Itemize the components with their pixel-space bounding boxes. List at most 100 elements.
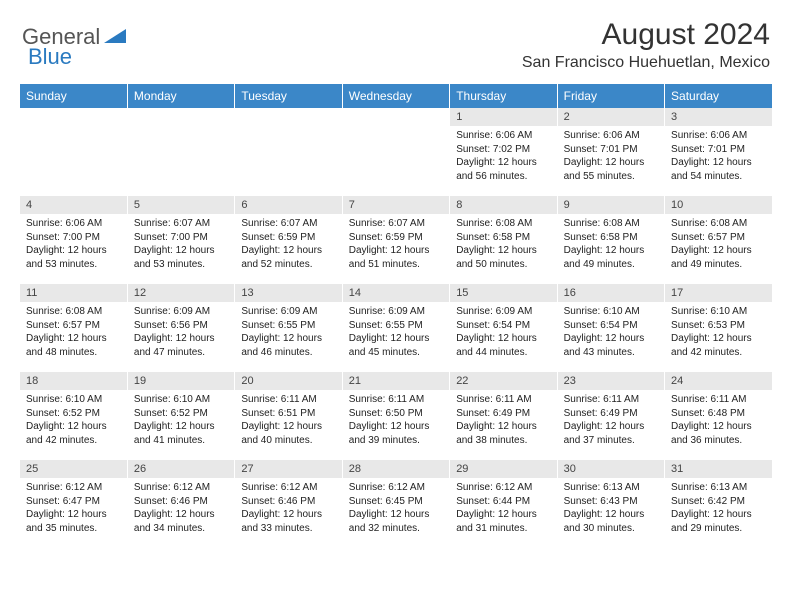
calendar-cell: .. <box>127 108 234 196</box>
day-info: Sunrise: 6:09 AMSunset: 6:56 PMDaylight:… <box>128 302 234 363</box>
daylight-text: Daylight: 12 hours and 52 minutes. <box>241 244 335 271</box>
sunrise-text: Sunrise: 6:08 AM <box>456 217 550 231</box>
sunset-text: Sunset: 7:02 PM <box>456 143 550 157</box>
day-info: Sunrise: 6:12 AMSunset: 6:47 PMDaylight:… <box>20 478 127 539</box>
day-number: 3 <box>665 108 772 126</box>
calendar-cell: 23Sunrise: 6:11 AMSunset: 6:49 PMDayligh… <box>557 372 664 460</box>
daylight-text: Daylight: 12 hours and 54 minutes. <box>671 156 766 183</box>
daylight-text: Daylight: 12 hours and 44 minutes. <box>456 332 550 359</box>
daylight-text: Daylight: 12 hours and 34 minutes. <box>134 508 228 535</box>
calendar-cell: 13Sunrise: 6:09 AMSunset: 6:55 PMDayligh… <box>235 284 342 372</box>
sunrise-text: Sunrise: 6:06 AM <box>671 129 766 143</box>
calendar-cell: 17Sunrise: 6:10 AMSunset: 6:53 PMDayligh… <box>665 284 772 372</box>
sunset-text: Sunset: 6:49 PM <box>564 407 658 421</box>
daylight-text: Daylight: 12 hours and 36 minutes. <box>671 420 766 447</box>
daylight-text: Daylight: 12 hours and 29 minutes. <box>671 508 766 535</box>
calendar-cell: 2Sunrise: 6:06 AMSunset: 7:01 PMDaylight… <box>557 108 664 196</box>
calendar-week: 18Sunrise: 6:10 AMSunset: 6:52 PMDayligh… <box>20 372 772 460</box>
day-number: 17 <box>665 284 772 302</box>
day-number: 26 <box>128 460 234 478</box>
sunrise-text: Sunrise: 6:10 AM <box>26 393 121 407</box>
day-info: Sunrise: 6:06 AMSunset: 7:01 PMDaylight:… <box>558 126 664 187</box>
daylight-text: Daylight: 12 hours and 55 minutes. <box>564 156 658 183</box>
sunset-text: Sunset: 6:44 PM <box>456 495 550 509</box>
calendar-cell: 4Sunrise: 6:06 AMSunset: 7:00 PMDaylight… <box>20 196 127 284</box>
calendar-cell: 9Sunrise: 6:08 AMSunset: 6:58 PMDaylight… <box>557 196 664 284</box>
day-info: Sunrise: 6:08 AMSunset: 6:58 PMDaylight:… <box>450 214 556 275</box>
calendar-week: 25Sunrise: 6:12 AMSunset: 6:47 PMDayligh… <box>20 460 772 548</box>
sunset-text: Sunset: 6:52 PM <box>134 407 228 421</box>
sunrise-text: Sunrise: 6:08 AM <box>564 217 658 231</box>
daylight-text: Daylight: 12 hours and 39 minutes. <box>349 420 443 447</box>
day-info: Sunrise: 6:07 AMSunset: 7:00 PMDaylight:… <box>128 214 234 275</box>
day-info: Sunrise: 6:13 AMSunset: 6:43 PMDaylight:… <box>558 478 664 539</box>
daylight-text: Daylight: 12 hours and 37 minutes. <box>564 420 658 447</box>
sunset-text: Sunset: 6:55 PM <box>349 319 443 333</box>
day-number: 11 <box>20 284 127 302</box>
calendar-cell: 27Sunrise: 6:12 AMSunset: 6:46 PMDayligh… <box>235 460 342 548</box>
sunset-text: Sunset: 6:47 PM <box>26 495 121 509</box>
day-number: 29 <box>450 460 556 478</box>
day-info: Sunrise: 6:11 AMSunset: 6:49 PMDaylight:… <box>558 390 664 451</box>
day-info: Sunrise: 6:13 AMSunset: 6:42 PMDaylight:… <box>665 478 772 539</box>
daylight-text: Daylight: 12 hours and 48 minutes. <box>26 332 121 359</box>
calendar-cell: 14Sunrise: 6:09 AMSunset: 6:55 PMDayligh… <box>342 284 449 372</box>
day-number: 25 <box>20 460 127 478</box>
daylight-text: Daylight: 12 hours and 31 minutes. <box>456 508 550 535</box>
daylight-text: Daylight: 12 hours and 41 minutes. <box>134 420 228 447</box>
sunrise-text: Sunrise: 6:07 AM <box>349 217 443 231</box>
calendar-cell: 21Sunrise: 6:11 AMSunset: 6:50 PMDayligh… <box>342 372 449 460</box>
sunset-text: Sunset: 6:58 PM <box>564 231 658 245</box>
weekday-header: Thursday <box>450 84 557 108</box>
day-number: 10 <box>665 196 772 214</box>
sunrise-text: Sunrise: 6:11 AM <box>671 393 766 407</box>
sunset-text: Sunset: 6:54 PM <box>456 319 550 333</box>
sunrise-text: Sunrise: 6:11 AM <box>349 393 443 407</box>
day-number: 31 <box>665 460 772 478</box>
day-info: Sunrise: 6:12 AMSunset: 6:46 PMDaylight:… <box>235 478 341 539</box>
day-info: Sunrise: 6:11 AMSunset: 6:48 PMDaylight:… <box>665 390 772 451</box>
sunrise-text: Sunrise: 6:07 AM <box>134 217 228 231</box>
sunrise-text: Sunrise: 6:10 AM <box>671 305 766 319</box>
sunrise-text: Sunrise: 6:08 AM <box>671 217 766 231</box>
daylight-text: Daylight: 12 hours and 49 minutes. <box>564 244 658 271</box>
sunrise-text: Sunrise: 6:07 AM <box>241 217 335 231</box>
weekday-header: Sunday <box>20 84 127 108</box>
sunrise-text: Sunrise: 6:12 AM <box>349 481 443 495</box>
day-info: Sunrise: 6:12 AMSunset: 6:44 PMDaylight:… <box>450 478 556 539</box>
day-number: 5 <box>128 196 234 214</box>
calendar-cell: 5Sunrise: 6:07 AMSunset: 7:00 PMDaylight… <box>127 196 234 284</box>
sunrise-text: Sunrise: 6:06 AM <box>456 129 550 143</box>
daylight-text: Daylight: 12 hours and 49 minutes. <box>671 244 766 271</box>
sunrise-text: Sunrise: 6:10 AM <box>564 305 658 319</box>
day-info: Sunrise: 6:12 AMSunset: 6:45 PMDaylight:… <box>343 478 449 539</box>
daylight-text: Daylight: 12 hours and 42 minutes. <box>26 420 121 447</box>
logo-triangle-icon <box>104 27 126 48</box>
calendar-table: SundayMondayTuesdayWednesdayThursdayFrid… <box>20 84 772 548</box>
weekday-header: Friday <box>557 84 664 108</box>
day-number: 8 <box>450 196 556 214</box>
sunset-text: Sunset: 6:43 PM <box>564 495 658 509</box>
weekday-header: Wednesday <box>342 84 449 108</box>
day-info: Sunrise: 6:10 AMSunset: 6:54 PMDaylight:… <box>558 302 664 363</box>
sunset-text: Sunset: 6:48 PM <box>671 407 766 421</box>
weekday-header: Saturday <box>665 84 772 108</box>
calendar-week: 4Sunrise: 6:06 AMSunset: 7:00 PMDaylight… <box>20 196 772 284</box>
sunset-text: Sunset: 6:56 PM <box>134 319 228 333</box>
day-number: 15 <box>450 284 556 302</box>
sunset-text: Sunset: 6:53 PM <box>671 319 766 333</box>
weekday-row: SundayMondayTuesdayWednesdayThursdayFrid… <box>20 84 772 108</box>
day-number: 2 <box>558 108 664 126</box>
calendar-cell: 20Sunrise: 6:11 AMSunset: 6:51 PMDayligh… <box>235 372 342 460</box>
day-info: Sunrise: 6:12 AMSunset: 6:46 PMDaylight:… <box>128 478 234 539</box>
calendar-cell: 12Sunrise: 6:09 AMSunset: 6:56 PMDayligh… <box>127 284 234 372</box>
sunset-text: Sunset: 6:50 PM <box>349 407 443 421</box>
logo-blue-row: Blue <box>28 44 72 70</box>
day-number: 16 <box>558 284 664 302</box>
sunrise-text: Sunrise: 6:13 AM <box>564 481 658 495</box>
calendar-cell: 11Sunrise: 6:08 AMSunset: 6:57 PMDayligh… <box>20 284 127 372</box>
day-info: Sunrise: 6:07 AMSunset: 6:59 PMDaylight:… <box>235 214 341 275</box>
sunset-text: Sunset: 6:46 PM <box>241 495 335 509</box>
sunrise-text: Sunrise: 6:12 AM <box>26 481 121 495</box>
calendar-cell: 26Sunrise: 6:12 AMSunset: 6:46 PMDayligh… <box>127 460 234 548</box>
